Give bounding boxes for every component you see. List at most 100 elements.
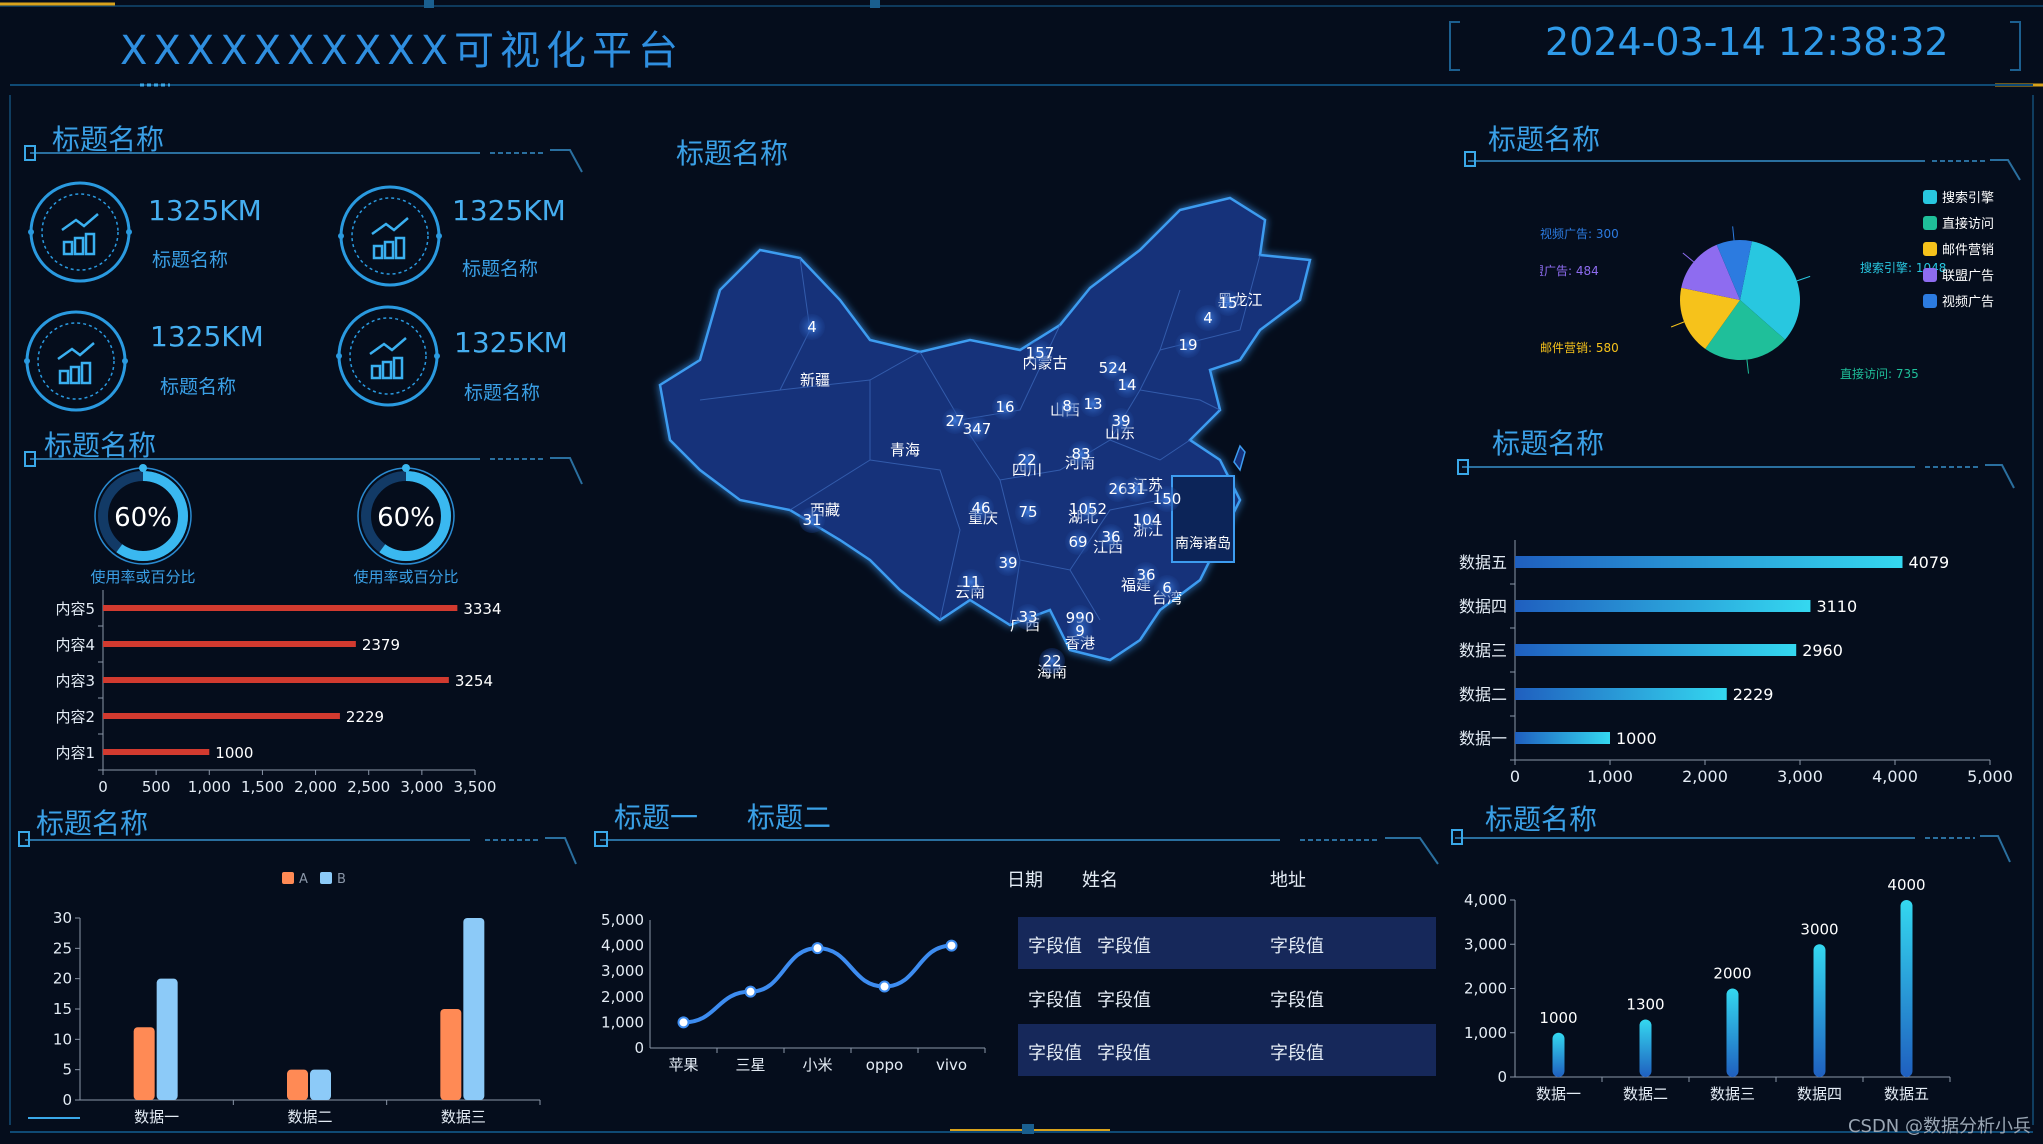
usage-gauge: 60% 使用率或百分比 [353, 464, 459, 586]
map-region-marker[interactable]: 黑龙江15 [1215, 290, 1263, 316]
bar [1515, 732, 1610, 744]
map-region-marker[interactable]: 广西33 [1010, 604, 1041, 634]
map-region-marker[interactable]: 新疆 4 [799, 314, 830, 389]
map-region-marker[interactable]: 4 [1195, 305, 1221, 331]
map-region-marker[interactable]: 31 [1123, 476, 1149, 502]
bar [103, 713, 340, 719]
x-tick-label: 4,000 [1872, 767, 1918, 786]
map-region-marker[interactable]: 河南83 [1065, 441, 1095, 472]
y-tick-label: 10 [53, 1030, 72, 1048]
map-region-marker[interactable]: 香港9 [1065, 618, 1095, 652]
bar [1552, 1032, 1565, 1077]
x-tick-label: 3,000 [400, 778, 443, 796]
bar [1900, 900, 1913, 1077]
map-region-marker[interactable]: 台湾6 [1152, 575, 1182, 607]
map-value-label: 11 [961, 573, 980, 591]
map-region-marker[interactable]: 19 [1175, 332, 1201, 358]
map-region-marker[interactable]: 江西36 [1093, 524, 1124, 556]
x-tick-label: 0 [1510, 767, 1520, 786]
map-value-label: 15 [1218, 294, 1237, 312]
map-value-label: 4 [1203, 309, 1213, 327]
map-region-marker[interactable]: 四川22 [1012, 447, 1042, 479]
map-region-marker[interactable]: 重庆46 [968, 495, 998, 527]
y-tick-label: 5 [62, 1061, 72, 1079]
bar-value-label: 2229 [346, 708, 384, 726]
y-tick-label: 数据二 [1459, 685, 1507, 704]
map-region-marker[interactable]: 14 [1114, 372, 1140, 398]
bar [1515, 600, 1811, 612]
map-region-marker[interactable]: 山西8 [1050, 393, 1080, 419]
bar [310, 1069, 331, 1100]
map-region-marker[interactable]: 16 [992, 394, 1018, 420]
map-region-marker[interactable]: 13 [1080, 391, 1106, 417]
map-inset-label: 南海诸岛 [1175, 536, 1231, 552]
map-region-marker[interactable]: 347 [963, 416, 992, 442]
data-hbar-chart: 0 1,000 2,000 3,000 4,000 5,000 数据一 1000 数据二 2229… [1459, 540, 2013, 786]
map-value-label: 9 [1075, 622, 1085, 640]
x-tick-label: 1,000 [188, 778, 231, 796]
map-value-label: 33 [1018, 608, 1037, 626]
map-marker [1175, 332, 1201, 358]
map-value-label: 36 [1136, 566, 1155, 584]
map-region-marker[interactable]: 浙江104 [1133, 507, 1163, 539]
grouped-bar-chart: 0 5 10 15 20 25 30 数据一 数据二 数据三 A B [53, 872, 541, 1126]
bar [133, 1027, 155, 1100]
legend-label: A [299, 872, 308, 887]
bar [156, 978, 178, 1100]
map-marker [799, 314, 825, 340]
table-row[interactable]: 字段值 字段值 字段值 [1018, 971, 1436, 1023]
tab-title-one[interactable]: 标题一 [614, 801, 699, 834]
legend-label: 搜索引擎 [1942, 191, 1994, 206]
x-tick-label: 500 [142, 778, 171, 796]
south-china-sea-inset [1171, 475, 1235, 563]
map-region-marker[interactable]: 69 [1065, 529, 1091, 555]
x-tick-label: 1,500 [241, 778, 284, 796]
map-region-marker[interactable]: 海南22 [1037, 648, 1067, 681]
metric-label: 标题名称 [152, 249, 229, 271]
map-value-label: 31 [1126, 480, 1145, 498]
bar-value-label: 3254 [455, 672, 493, 690]
y-tick-label: 2,000 [1464, 980, 1507, 998]
x-tick-label: 5,000 [1967, 767, 2013, 786]
map-value-label: 36 [1101, 528, 1120, 546]
map-marker [1039, 648, 1065, 674]
y-tick-label: 0 [634, 1039, 644, 1057]
x-tick-label: 数据五 [1884, 1085, 1929, 1103]
map-region-marker[interactable]: 75 [1015, 499, 1041, 525]
map-marker [1195, 305, 1221, 331]
metric-label: 标题名称 [160, 376, 237, 398]
map-region-marker[interactable]: 27 [942, 408, 968, 434]
map-value-label: 6 [1162, 579, 1172, 597]
data-point [945, 939, 958, 952]
y-tick-label: 15 [53, 1000, 72, 1018]
table-row[interactable]: 字段值 字段值 字段值 [1018, 917, 1436, 969]
map-region-marker[interactable]: 青海 [890, 441, 920, 459]
map-region-marker[interactable]: 湖北1052 [1068, 496, 1107, 526]
map-marker [1065, 529, 1091, 555]
gauge-value: 60% [377, 503, 435, 533]
chart-icon [338, 185, 442, 287]
table-row[interactable]: 字段值 字段值 字段值 [1018, 1024, 1436, 1076]
y-tick-label: 0 [62, 1091, 72, 1109]
map-marker [1015, 604, 1041, 630]
tab-title-two[interactable]: 标题二 [747, 801, 832, 834]
x-tick-label: 0 [98, 778, 108, 796]
x-tick-label: 3,000 [1777, 767, 1823, 786]
map-region-marker[interactable]: 39 [995, 550, 1021, 576]
map-region-marker[interactable]: 云南11 [955, 569, 985, 601]
x-tick-label: 苹果 [668, 1056, 698, 1074]
x-tick-label: 数据二 [287, 1108, 332, 1126]
table-cell: 字段值 [1028, 990, 1082, 1011]
map-value-label: 524 [1099, 359, 1128, 377]
map-region-marker[interactable]: 山东39 [1105, 408, 1135, 442]
pie-slice [1740, 241, 1800, 340]
map-marker [995, 550, 1021, 576]
map-marker [1105, 476, 1131, 502]
map-value-label: 83 [1071, 445, 1090, 463]
map-region-marker[interactable]: 150 [1153, 486, 1182, 512]
map-region-marker[interactable]: 内蒙古157 [1022, 340, 1068, 372]
y-tick-label: 数据一 [1459, 729, 1507, 748]
